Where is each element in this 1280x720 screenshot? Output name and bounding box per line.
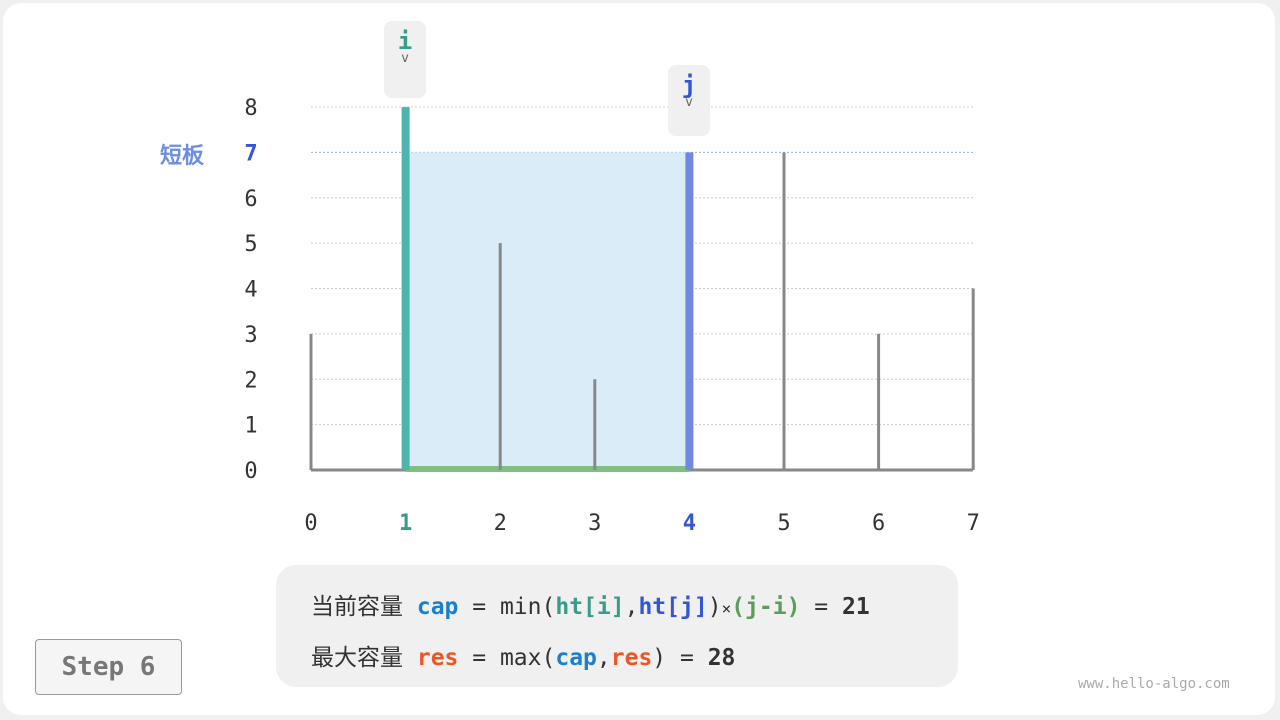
label: 最大容量 bbox=[311, 645, 403, 671]
cap: cap bbox=[416, 594, 459, 620]
x-tick-label: 2 bbox=[494, 511, 507, 536]
y-tick-label: 8 bbox=[244, 96, 257, 121]
y-tick-label: 7 bbox=[244, 141, 257, 166]
x-tick-label: 3 bbox=[588, 511, 601, 536]
y-tick-label: 5 bbox=[244, 232, 257, 257]
y-tick-label: 3 bbox=[244, 323, 257, 348]
x-tick-label: 0 bbox=[304, 511, 317, 536]
res: res bbox=[416, 645, 459, 671]
j-minus-i: (j-i) bbox=[731, 594, 801, 620]
pointer-i-label: i bbox=[397, 27, 413, 55]
step-button[interactable]: Step 6 bbox=[35, 639, 182, 695]
res: res bbox=[610, 645, 653, 671]
eq: = min( bbox=[458, 594, 556, 620]
formula-box: 当前容量 cap = min(ht[i],ht[j])×(j-i) = 21 最… bbox=[276, 565, 958, 687]
y-tick-label: 4 bbox=[244, 278, 257, 303]
x-tick-label: 5 bbox=[777, 511, 790, 536]
short-board-label: 短板 bbox=[160, 144, 205, 169]
eq: = max( bbox=[458, 645, 556, 671]
comma: , bbox=[596, 645, 611, 671]
close: ) bbox=[707, 594, 722, 620]
y-tick-label: 2 bbox=[244, 368, 257, 393]
cap: cap bbox=[555, 645, 597, 671]
y-tick-label: 1 bbox=[244, 414, 257, 439]
ht-j: ht[j] bbox=[638, 594, 708, 620]
times: × bbox=[721, 599, 732, 618]
x-tick-label: 1 bbox=[399, 511, 412, 536]
arrow-down-icon: v bbox=[685, 95, 693, 110]
y-tick-label: 6 bbox=[244, 187, 257, 212]
x-tick-label: 6 bbox=[872, 511, 885, 536]
x-tick-label: 7 bbox=[967, 511, 980, 536]
formula-cap: 当前容量 cap = min(ht[i],ht[j])×(j-i) = 21 bbox=[311, 587, 870, 621]
pointer-j-label: j bbox=[681, 71, 697, 99]
close: ) bbox=[652, 645, 667, 671]
formula-res: 最大容量 res = max(cap,res) = 28 bbox=[311, 638, 735, 672]
x-tick-label: 4 bbox=[683, 511, 696, 536]
cap-value: 21 bbox=[842, 594, 870, 620]
comma: , bbox=[624, 594, 639, 620]
y-tick-label: 0 bbox=[244, 459, 257, 484]
label: 当前容量 bbox=[311, 594, 403, 620]
watermark: www.hello-algo.com bbox=[1078, 676, 1230, 692]
water-area bbox=[405, 152, 690, 470]
res-value: 28 bbox=[707, 645, 736, 671]
eq: = bbox=[666, 645, 708, 671]
ht-i: ht[i] bbox=[555, 594, 625, 620]
eq: = bbox=[800, 594, 842, 620]
arrow-down-icon: v bbox=[401, 51, 409, 66]
